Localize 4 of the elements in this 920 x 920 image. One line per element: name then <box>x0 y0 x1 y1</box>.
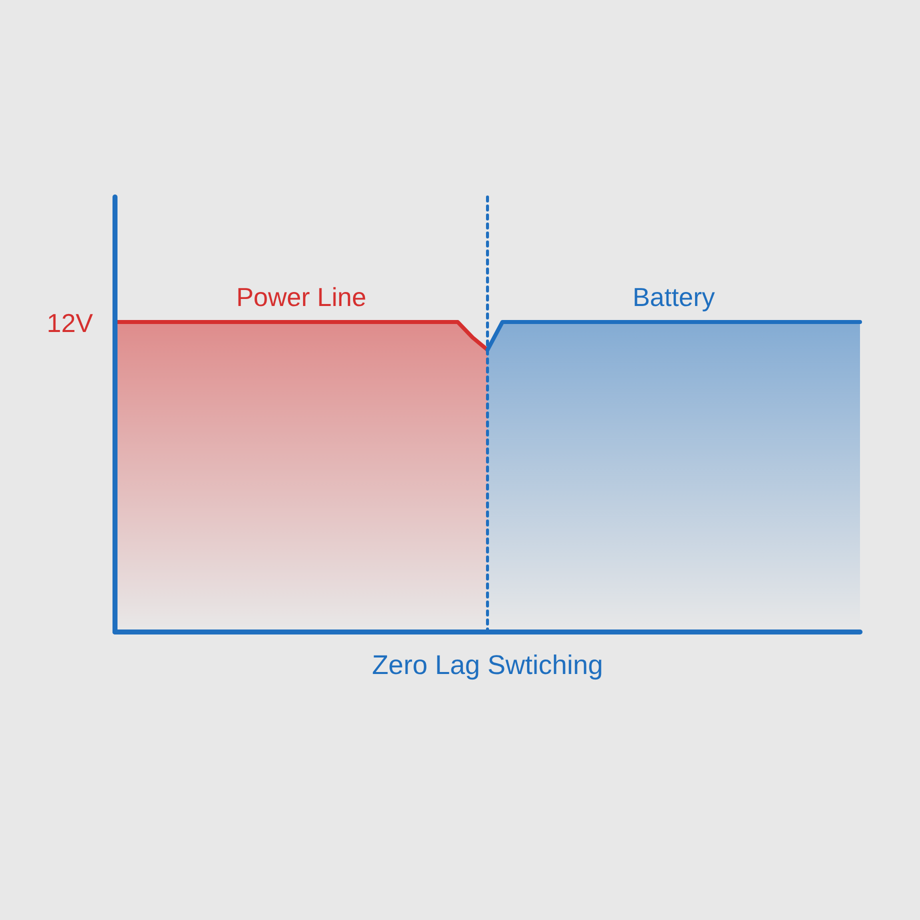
series-label: Battery <box>632 282 715 312</box>
series-label: Power Line <box>236 282 366 312</box>
x-axis-title: Zero Lag Swtiching <box>372 650 604 680</box>
text: 12V <box>46 308 94 338</box>
